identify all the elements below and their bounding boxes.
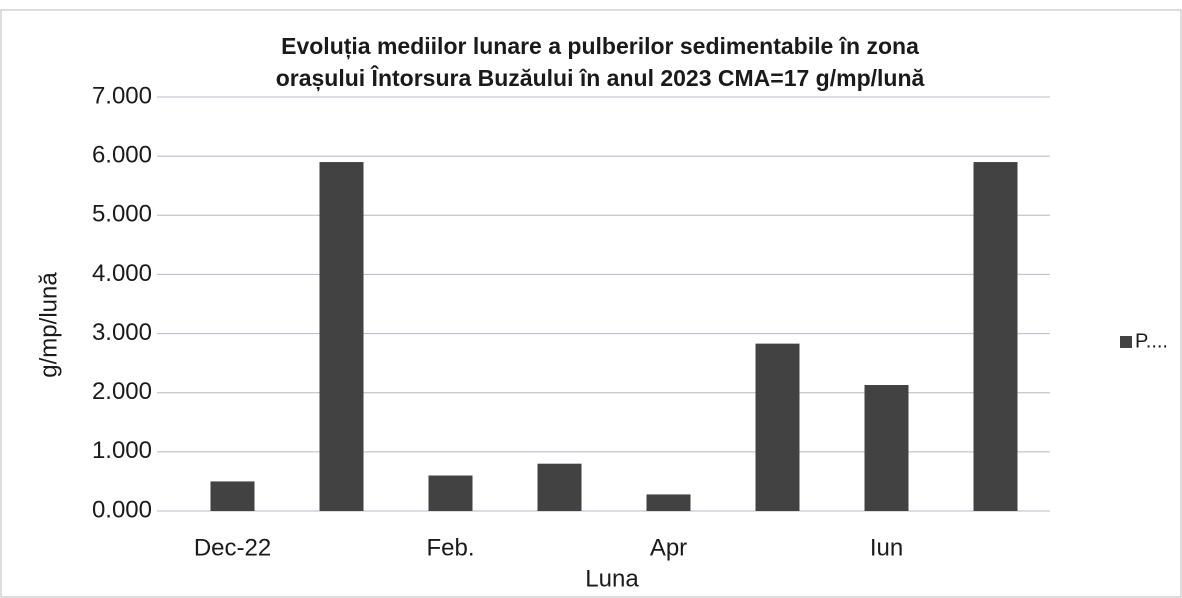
x-tick-label: Iun	[870, 534, 903, 561]
bar	[864, 385, 909, 511]
chart-frame	[0, 9, 1182, 598]
bar	[973, 162, 1018, 512]
chart-title: Evoluția mediilor lunare a pulberilor se…	[281, 33, 919, 60]
y-axis-label: g/mp/lună	[35, 272, 62, 378]
bar	[210, 481, 255, 511]
bar	[755, 343, 800, 511]
y-tick-label: 7.000	[92, 82, 152, 109]
y-tick-label: 1.000	[92, 437, 152, 464]
y-tick-label: 5.000	[92, 201, 152, 228]
y-tick-label: 3.000	[92, 319, 152, 346]
x-axis-label: Luna	[585, 565, 639, 592]
y-tick-label: 0.000	[92, 496, 152, 523]
legend-label: P....	[1135, 330, 1168, 352]
y-tick-label: 6.000	[92, 141, 152, 168]
bar	[428, 475, 473, 511]
y-tick-label: 4.000	[92, 260, 152, 287]
x-tick-label: Apr	[650, 534, 687, 561]
y-tick-label: 2.000	[92, 378, 152, 405]
bar	[646, 494, 691, 511]
bar	[537, 463, 582, 511]
chart-title: orașului Întorsura Buzăului în anul 2023…	[276, 64, 925, 92]
legend-swatch	[1120, 336, 1132, 348]
bar	[319, 162, 364, 512]
x-tick-label: Dec-22	[194, 534, 271, 561]
x-tick-label: Feb.	[426, 534, 474, 561]
